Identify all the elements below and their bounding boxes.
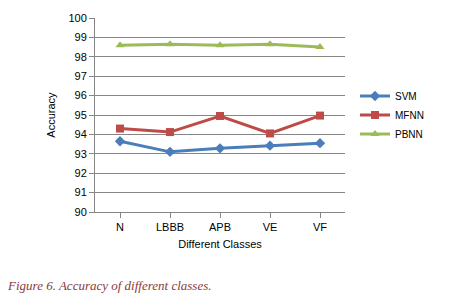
svg-text:100: 100 [68,12,86,24]
svg-text:VE: VE [263,221,278,233]
svg-text:LBBB: LBBB [156,221,184,233]
svg-text:N: N [116,221,124,233]
svg-text:MFNN: MFNN [395,110,424,121]
svg-text:95: 95 [75,109,87,121]
svg-text:Accuracy: Accuracy [45,92,57,138]
svg-text:PBNN: PBNN [395,129,423,140]
svg-text:93: 93 [75,148,87,160]
svg-text:94: 94 [75,128,87,140]
svg-text:Figure 6. Accuracy of differen: Figure 6. Accuracy of different classes. [7,278,212,293]
svg-text:APB: APB [209,221,231,233]
svg-text:92: 92 [75,167,87,179]
svg-text:99: 99 [75,31,87,43]
svg-text:VF: VF [313,221,327,233]
svg-text:90: 90 [75,206,87,218]
svg-text:97: 97 [75,70,87,82]
svg-text:Different Classes: Different Classes [178,238,262,250]
svg-text:SVM: SVM [395,91,417,102]
svg-text:98: 98 [75,51,87,63]
svg-text:96: 96 [75,89,87,101]
svg-text:91: 91 [75,186,87,198]
